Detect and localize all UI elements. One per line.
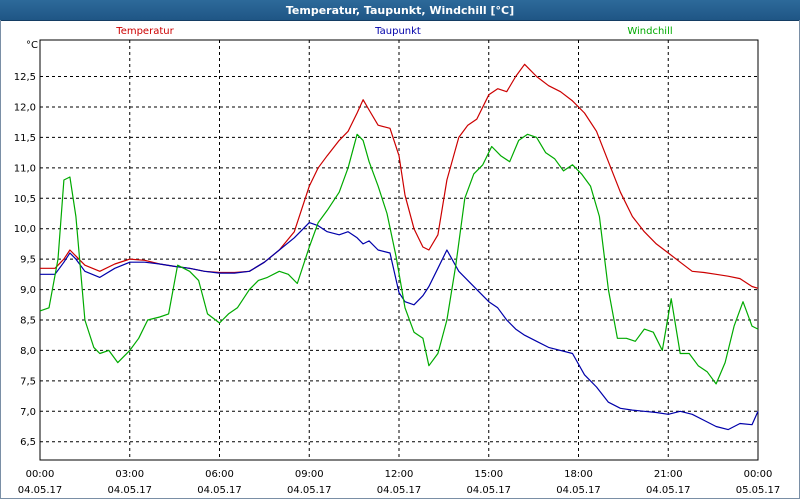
window-title: Temperatur, Taupunkt, Windchill [°C] [0,0,800,21]
x-tick-time: 21:00 [654,469,683,480]
x-tick-date: 04.05.17 [466,485,511,496]
y-tick-label: 10,0 [14,224,36,235]
y-tick-label: 9,5 [20,255,36,266]
y-tick-label: 7,5 [20,376,36,387]
x-tick-time: 12:00 [385,469,414,480]
x-tick-time: 09:00 [295,469,324,480]
y-tick-label: 12,0 [14,102,36,113]
legend-windchill: Windchill [627,26,672,37]
y-tick-label: 11,5 [14,133,36,144]
windchill-line [39,133,759,385]
y-tick-label: 11,0 [14,163,36,174]
x-tick-time: 06:00 [205,469,234,480]
legend-temperatur: Temperatur [115,26,174,37]
y-tick-label: 8,5 [20,316,36,327]
y-tick-label: 10,5 [14,194,36,205]
legend: Temperatur Taupunkt Windchill [115,26,672,37]
x-tick-time: 03:00 [115,469,144,480]
y-tick-label: 12,5 [14,72,36,83]
y-axis-label: °C [26,40,38,51]
x-tick-time: 15:00 [474,469,503,480]
x-tick-date: 04.05.17 [197,485,242,496]
x-tick-date: 04.05.17 [556,485,601,496]
y-tick-label: 9,0 [20,285,36,296]
series-lines [39,63,759,431]
y-tick-label: 7,0 [20,407,36,418]
x-tick-date: 04.05.17 [18,485,63,496]
grid [40,40,758,460]
x-tick-date: 05.05.17 [736,485,781,496]
x-tick-date: 04.05.17 [107,485,152,496]
y-tick-label: 8,0 [20,346,36,357]
x-tick-time: 00:00 [744,469,773,480]
x-tick-time: 18:00 [564,469,593,480]
x-tick-date: 04.05.17 [646,485,691,496]
x-tick-date: 04.05.17 [377,485,422,496]
x-axis-ticks: 00:00 04.05.17 03:00 04.05.17 06:00 04.05.17 0… [18,469,781,496]
x-tick-time: 00:00 [26,469,55,480]
y-axis-ticks: 6,5 7,0 7,5 8,0 8,5 9,0 9,5 10,0 10,5 11,0 11,5 12,… [14,72,36,448]
dewpoint-line [40,222,759,431]
legend-taupunkt: Taupunkt [374,26,421,37]
x-tick-date: 04.05.17 [287,485,332,496]
y-tick-label: 6,5 [20,437,36,448]
